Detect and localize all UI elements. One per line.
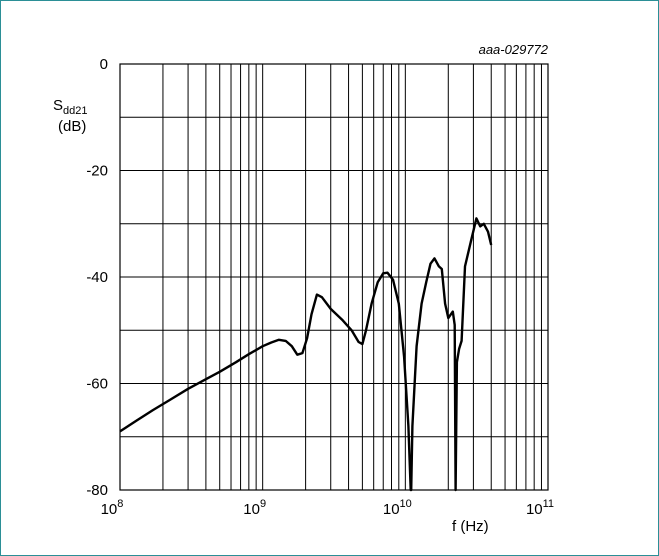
figure-code: aaa-029772	[479, 42, 549, 57]
y-tick-label: 0	[100, 56, 108, 73]
y-axis-label-main: S	[53, 97, 63, 114]
grid	[119, 63, 549, 491]
x-tick-base: 10	[526, 501, 543, 518]
y-axis-label: Sdd21	[53, 97, 88, 117]
x-tick-label: 1010	[383, 498, 412, 518]
sdd21-series-line	[119, 217, 493, 492]
x-tick-label: 1011	[526, 498, 554, 518]
x-tick-base: 10	[101, 501, 118, 518]
plot-border	[119, 63, 549, 491]
y-tick-label: -20	[86, 163, 108, 180]
y-tick-label: -60	[86, 376, 108, 393]
y-tick-label: -40	[86, 269, 108, 286]
x-tick-exponent: 8	[117, 498, 123, 510]
x-axis-label: f (Hz)	[452, 518, 489, 535]
y-tick-label: -80	[86, 482, 108, 499]
x-tick-base: 10	[243, 501, 260, 518]
x-tick-exponent: 11	[543, 498, 554, 510]
series-group	[119, 217, 493, 492]
x-tick-labels: 108 109 1010 1011	[101, 498, 554, 518]
x-tick-exponent: 9	[260, 498, 266, 510]
x-tick-base: 10	[383, 501, 400, 518]
x-tick-label: 108	[101, 498, 124, 518]
x-tick-label: 109	[243, 498, 266, 518]
y-axis-unit: (dB)	[58, 118, 86, 135]
y-tick-labels: 0 -20 -40 -60 -80	[86, 56, 108, 499]
x-tick-exponent: 10	[400, 498, 412, 510]
y-axis-label-sub: dd21	[63, 105, 87, 117]
